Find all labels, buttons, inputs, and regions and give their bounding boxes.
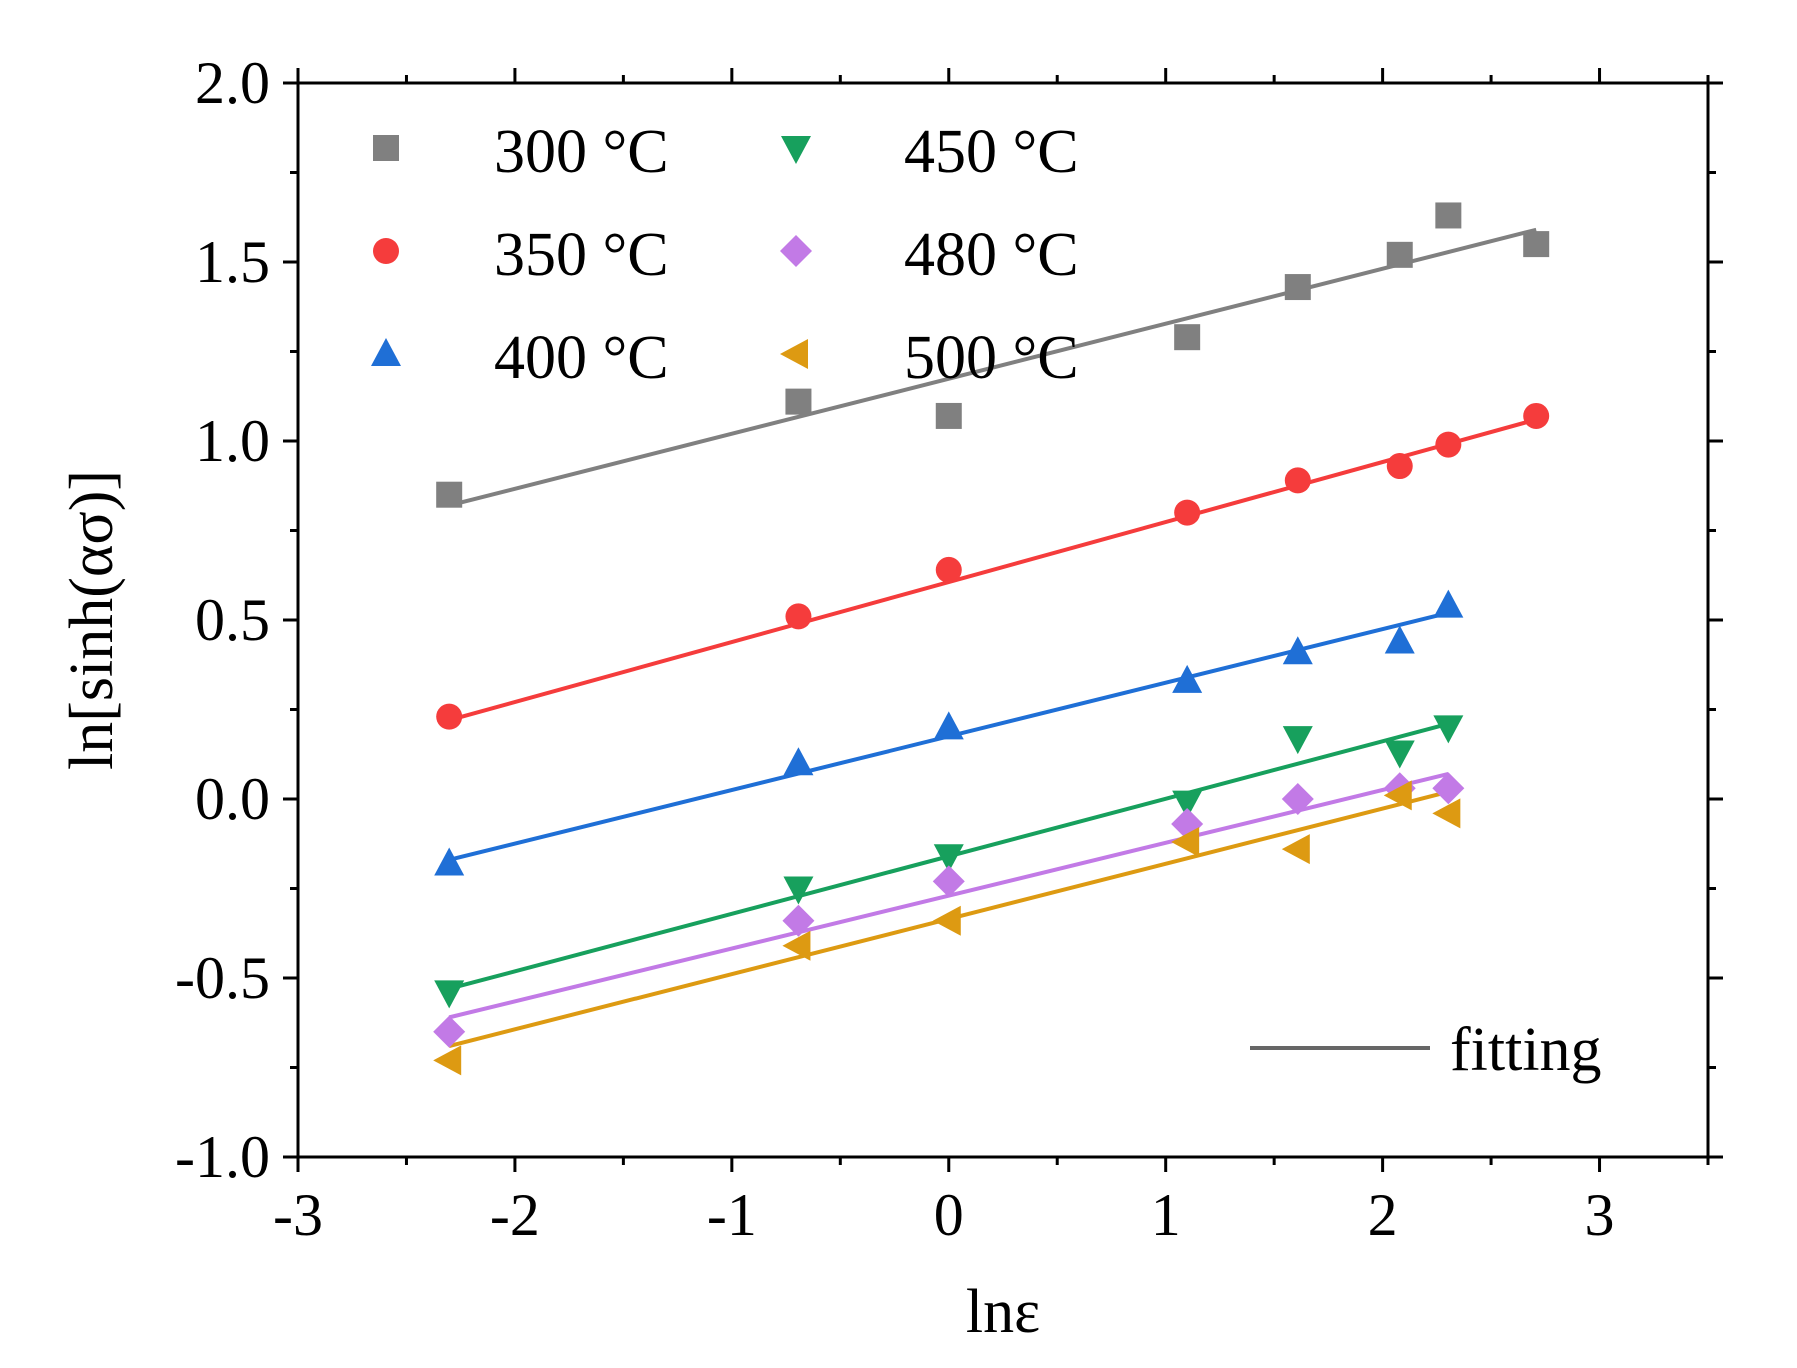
x-tick-labels: -3 -2 -1 0 1 2 3 [273,1182,1615,1248]
point-480c [433,1015,466,1048]
point-350c [935,556,962,583]
legend-label: 300 °C [494,118,669,186]
point-500c [1383,780,1412,811]
legend-marker [371,338,401,366]
y-tick-label: 2.0 [195,50,270,116]
point-300c [1174,324,1201,351]
point-350c [1284,467,1311,494]
y-tick-label: 1.5 [195,229,270,295]
point-400c [1384,625,1415,654]
x-tick-label: 1 [1151,1182,1181,1248]
y-tick-label: 0.5 [195,587,270,653]
y-tick-labels: 2.0 1.5 1.0 0.5 0.0 -0.5 -1.0 [175,50,270,1190]
x-tick-label: -3 [273,1182,323,1248]
point-500c [782,930,811,961]
point-400c [434,847,465,876]
x-tick-label: 3 [1585,1182,1615,1248]
x-tick-label: -2 [490,1182,540,1248]
x-tick-label: -1 [707,1182,757,1248]
fit-line-350 [448,417,1537,723]
point-450c [783,876,814,905]
point-300c [1523,231,1550,258]
point-450c [1433,715,1464,744]
x-axis-title: lnε [966,1278,1040,1346]
point-450c [933,844,964,873]
y-tick-label: -0.5 [175,945,270,1011]
point-450c [1282,726,1313,755]
point-450c [1172,790,1203,819]
fit-legend-label: fitting [1450,1016,1602,1084]
point-350c [1523,402,1550,429]
legend-label: 480 °C [904,221,1079,289]
point-500c [1432,798,1461,829]
point-300c [785,388,812,415]
legend-marker [373,135,399,161]
point-480c [932,865,965,898]
legend-marker [780,235,812,267]
point-400c [783,747,814,776]
point-300c [436,481,463,508]
point-300c [1386,241,1413,268]
x-tick-label: 2 [1368,1182,1398,1248]
point-350c [436,703,463,730]
fit-legend: fitting [1250,1016,1602,1084]
point-400c [1172,664,1203,693]
legend-marker [780,339,808,369]
legend: 300 °C 350 °C 400 °C 450 °C 480 °C 500 °C [371,118,1079,392]
y-axis-title: ln[sinh(ασ)] [58,470,126,770]
plot-frame [296,81,1710,1159]
point-400c [1433,589,1464,618]
point-500c [1171,826,1200,857]
point-450c [1384,740,1415,769]
legend-label: 450 °C [904,118,1079,186]
y-tick-label: 0.0 [195,766,270,832]
fit-line-300 [448,227,1537,508]
x-tick-label: 0 [934,1182,964,1248]
legend-marker [781,136,811,164]
point-500c [433,1045,462,1076]
point-300c [1435,202,1462,229]
point-400c [933,711,964,740]
point-400c [1282,636,1313,665]
point-500c [932,905,961,936]
y-tick-label: -1.0 [175,1124,270,1190]
legend-label: 350 °C [494,221,669,289]
point-480c [1432,772,1465,805]
legend-label: 500 °C [904,324,1079,392]
point-300c [1284,274,1311,301]
point-480c [1281,783,1314,815]
legend-label: 400 °C [494,324,669,392]
point-450c [434,980,465,1009]
y-tick-label: 1.0 [195,408,270,474]
legend-marker [373,238,399,264]
point-350c [1174,499,1201,526]
point-350c [1435,431,1462,458]
point-500c [1281,834,1310,865]
point-300c [935,402,962,429]
point-350c [785,603,812,630]
data-points [433,202,1550,1076]
point-480c [782,904,815,937]
point-350c [1386,453,1413,480]
